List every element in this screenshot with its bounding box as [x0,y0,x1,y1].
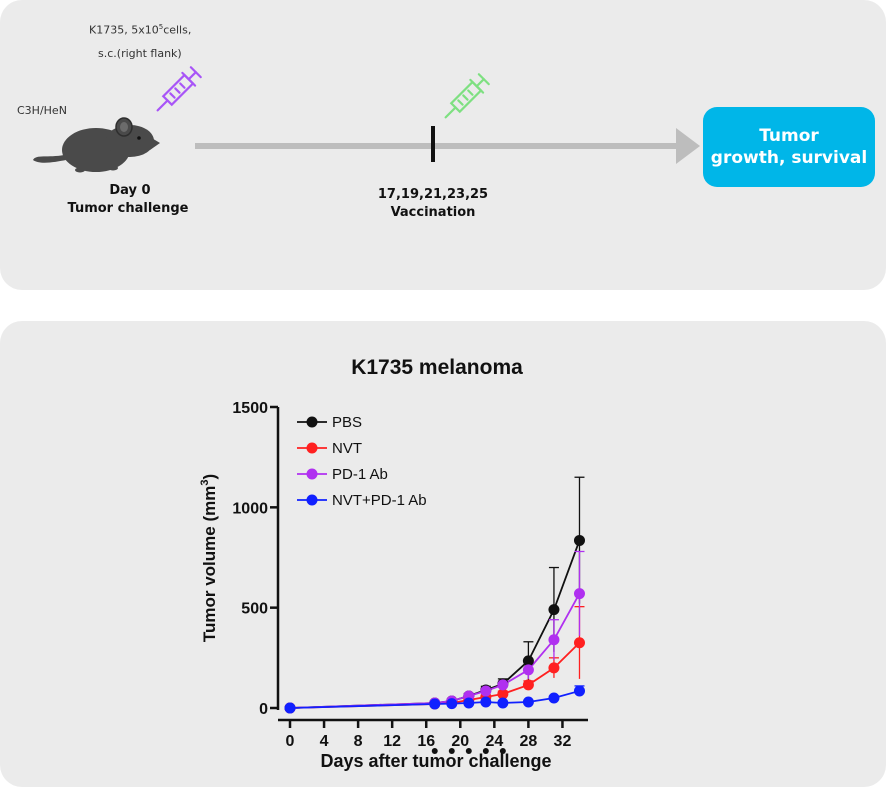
mouse-icon [33,117,160,173]
data-point [573,588,585,600]
vaccination-dot [499,748,506,754]
x-tick-label: 4 [320,733,329,750]
data-point [497,679,509,691]
x-tick-label: 12 [383,733,401,750]
y-tick-label: 500 [241,601,268,618]
legend-marker [306,494,318,506]
vaccination-dot [482,748,489,754]
data-point [446,698,458,710]
x-axis-label: Days after tumor challenge [320,751,551,771]
cells-label: K1735, 5x105cells, [89,23,192,37]
vaccination-days-label: 17,19,21,23,25 [377,187,489,202]
x-tick-label: 16 [417,733,435,750]
protocol-illustration [33,66,700,173]
outcome-line-1: Tumor [759,126,819,146]
data-point [429,698,441,710]
syringe-icon [156,66,202,112]
outcome-line-2: growth, survival [710,148,868,168]
syringe-icon [444,73,490,119]
y-tick-label: 0 [259,701,268,718]
data-point [573,534,585,546]
data-point [522,664,534,676]
data-point [522,696,534,708]
vaccination-dot [465,748,472,754]
chart-title: K1735 melanoma [351,356,523,379]
chart-marks [284,476,585,714]
data-point [463,697,475,709]
data-point [497,688,509,700]
data-point [522,679,534,691]
outcome-box: Tumor growth, survival [703,107,875,187]
legend-label: NVT [332,440,362,457]
chart-axes: 0 500 1000 1500 0 4 8 12 16 20 24 28 32 [232,400,588,754]
data-point [480,696,492,708]
injection-site-label: s.c.(right flank) [98,47,182,60]
series-line [289,540,581,709]
data-point [573,685,585,697]
data-point [548,692,560,704]
y-tick-label: 1000 [232,500,268,517]
x-tick-label: 0 [286,733,295,750]
data-point [284,702,296,714]
legend-label: NVT+PD-1 Ab [332,492,427,509]
legend-marker [306,468,318,480]
timeline-arrow [195,128,700,164]
mouse-strain-label: C3H/HeN [17,104,67,117]
data-point [548,662,560,674]
x-tick-label: 20 [451,733,469,750]
legend-label: PBS [332,414,362,431]
data-point [480,685,492,697]
data-point [522,655,534,667]
legend-label: PD-1 Ab [332,466,388,483]
data-point [573,637,585,649]
vaccination-dot [431,748,438,754]
x-tick-label: 8 [354,733,363,750]
legend-marker [306,416,318,428]
data-point [548,604,560,616]
y-tick-label: 1500 [232,400,268,417]
day-zero-label: Day 0 [109,183,151,198]
series-line [289,593,581,709]
data-point [497,697,509,709]
data-point [548,634,560,646]
chart-legend: PBS NVT PD-1 Ab NVT+PD-1 Ab [297,414,427,509]
x-tick-label: 28 [520,733,538,750]
legend-marker [306,442,318,454]
vaccination-marker [431,126,435,162]
vaccination-label: Vaccination [390,205,476,220]
x-tick-label: 24 [485,733,503,750]
x-tick-label: 32 [554,733,572,750]
chart-panel [0,321,886,787]
tumor-challenge-label: Tumor challenge [67,201,189,216]
vaccination-dot [448,748,455,754]
y-axis-label: Tumor volume (mm3) [199,474,219,642]
